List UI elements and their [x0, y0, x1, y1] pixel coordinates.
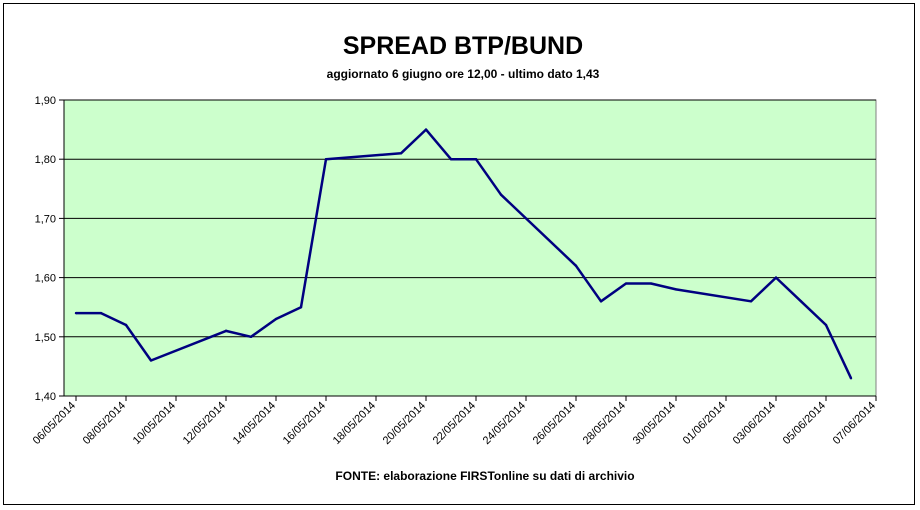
data-point: [824, 323, 828, 327]
data-point: [799, 300, 803, 303]
y-tick-label: 1,60: [35, 273, 56, 285]
data-point: [624, 282, 628, 285]
data-point: [474, 158, 478, 161]
y-tick-label: 1,70: [35, 213, 56, 225]
data-point: [224, 329, 228, 333]
series-layer: [74, 128, 853, 380]
series-line: [76, 128, 853, 379]
y-tick-label: 1,90: [35, 95, 56, 107]
y-tick-label: 1,80: [35, 154, 56, 166]
x-tick-label: 28/05/2014: [581, 400, 628, 447]
data-point: [274, 317, 278, 321]
chart-source-note: FONTE: elaborazione FIRSTonline su dati …: [335, 469, 634, 483]
x-axis-ticks: 06/05/2014 08/05/2014 10/05/2014 12/05/2014…: [31, 396, 878, 447]
x-tick-label: 03/06/2014: [731, 400, 778, 447]
x-tick-label: 18/05/2014: [331, 400, 378, 447]
y-axis-ticks: 1,40 1,50 1,60 1,70 1,80 1,90: [35, 95, 64, 403]
x-tick-label: 22/05/2014: [431, 400, 478, 447]
data-point: [299, 306, 303, 309]
gridlines: [64, 99, 876, 338]
chart-title: SPREAD BTP/BUND: [343, 32, 583, 60]
x-tick-label: 05/06/2014: [781, 400, 828, 447]
x-tick-label: 10/05/2014: [131, 400, 178, 447]
data-point: [99, 311, 103, 315]
x-tick-label: 24/05/2014: [481, 400, 528, 447]
x-tick-label: 26/05/2014: [531, 400, 578, 447]
y-tick-label: 1,40: [35, 391, 56, 403]
x-tick-label: 01/06/2014: [681, 400, 728, 447]
x-tick-label: 07/06/2014: [831, 400, 878, 447]
data-point: [74, 311, 78, 315]
data-point: [674, 288, 678, 291]
data-point: [574, 264, 578, 267]
plot-area: [63, 99, 877, 397]
data-point: [449, 158, 453, 161]
y-tick-label: 1,50: [35, 332, 56, 344]
x-tick-label: 06/05/2014: [31, 400, 78, 447]
x-tick-label: 30/05/2014: [631, 400, 678, 447]
data-point: [599, 300, 603, 303]
chart-subtitle: aggiornato 6 giugno ore 12,00 - ultimo d…: [327, 67, 600, 81]
data-point: [774, 276, 778, 279]
data-point: [424, 128, 428, 131]
x-tick-label: 16/05/2014: [281, 400, 328, 447]
x-tick-label: 12/05/2014: [181, 400, 228, 447]
data-point: [324, 158, 328, 161]
x-tick-label: 20/05/2014: [381, 400, 428, 447]
x-tick-label: 08/05/2014: [81, 400, 128, 447]
data-point: [249, 335, 253, 338]
x-tick-label: 14/05/2014: [231, 400, 278, 447]
data-point: [124, 323, 128, 327]
data-point: [649, 282, 653, 285]
data-point: [499, 193, 503, 196]
data-point: [749, 300, 753, 303]
data-point: [399, 152, 403, 155]
data-point: [849, 377, 853, 380]
axes: [63, 100, 876, 397]
data-point: [149, 359, 153, 362]
